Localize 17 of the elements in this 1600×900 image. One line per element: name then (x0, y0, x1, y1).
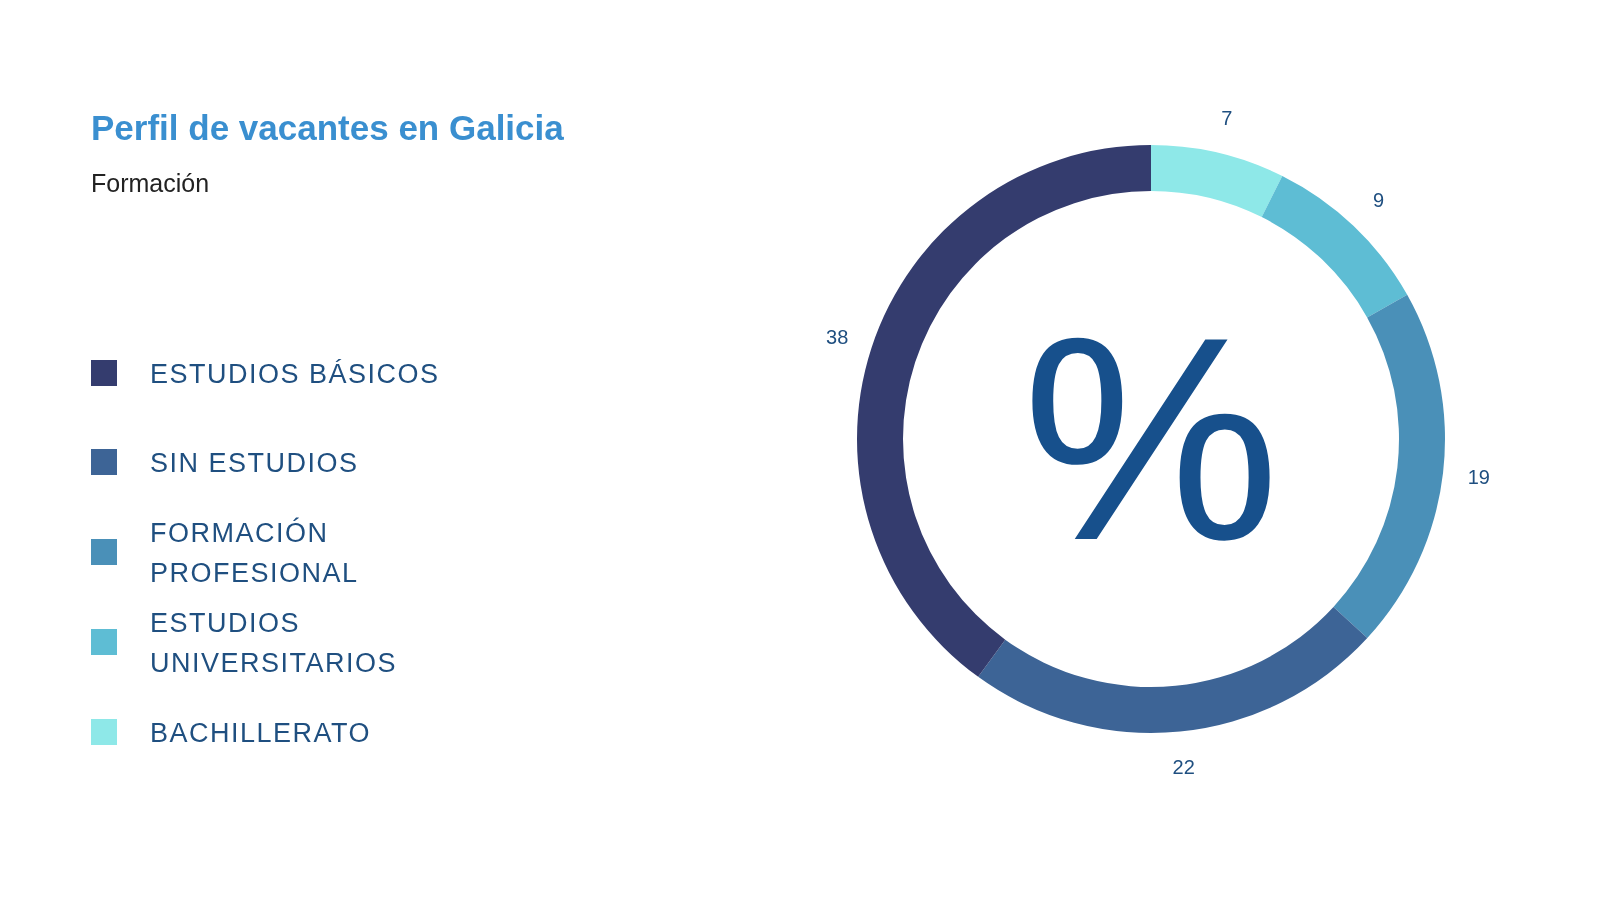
legend-label: BACHILLERATO (150, 718, 372, 748)
donut-slice (1261, 175, 1408, 318)
legend-label: ESTUDIOS UNIVERSITARIOS (150, 608, 398, 678)
data-label: 22 (1172, 756, 1195, 779)
data-label: 7 (1221, 106, 1233, 129)
donut-slice (1333, 294, 1445, 639)
text: % (1022, 276, 1280, 600)
data-label: 38 (826, 326, 849, 349)
legend-label: ESTUDIOS BÁSICOS (150, 359, 440, 389)
data-label: 19 (1467, 466, 1490, 489)
legend-label: FORMACIÓN PROFESIONAL (150, 517, 359, 588)
donut-slice (1151, 145, 1283, 218)
legend-label: SIN ESTUDIOS (150, 448, 359, 478)
chart-title: Perfil de vacantes en Galicia (91, 108, 565, 147)
data-label: 9 (1372, 188, 1385, 211)
donut-slice (978, 606, 1368, 733)
text: Formación (91, 169, 210, 197)
